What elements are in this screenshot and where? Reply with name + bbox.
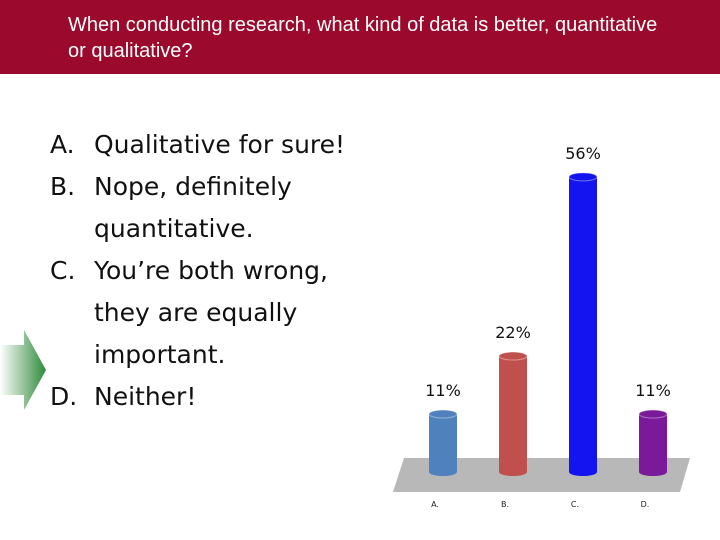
- value-label: 22%: [495, 323, 531, 342]
- option: B. Nope, definitely quantitative.: [50, 166, 370, 250]
- bar-top: [568, 172, 598, 182]
- value-label: 56%: [565, 144, 601, 163]
- option-text: Neither!: [94, 382, 197, 411]
- value-label: 11%: [425, 381, 461, 400]
- option-letter: D.: [50, 382, 78, 411]
- option-letter: B.: [50, 172, 76, 201]
- header-band: When conducting research, what kind of d…: [0, 0, 720, 74]
- slide-title: When conducting research, what kind of d…: [68, 14, 658, 62]
- bar: [499, 356, 527, 472]
- x-tick-label: C.: [571, 500, 579, 509]
- bar-top: [428, 409, 458, 419]
- bar: [429, 414, 457, 472]
- option-letter: C.: [50, 256, 76, 285]
- option-letter: A.: [50, 130, 75, 159]
- option-text: Qualitative for sure!: [94, 130, 346, 159]
- option: D. Neither!: [50, 376, 370, 418]
- option: A. Qualitative for sure!: [50, 124, 370, 166]
- bar-top: [638, 409, 668, 419]
- chart-floor: [393, 458, 690, 492]
- x-tick-label: B.: [501, 500, 509, 509]
- x-tick-label: A.: [431, 500, 439, 509]
- option-text: Nope, definitely quantitative.: [94, 172, 292, 243]
- option: C. You’re both wrong, they are equally im…: [50, 250, 370, 376]
- bar: [639, 414, 667, 472]
- value-label: 11%: [635, 381, 671, 400]
- bar-top: [498, 351, 528, 361]
- bar: [569, 176, 597, 472]
- option-list: A. Qualitative for sure! B. Nope, definitel…: [50, 124, 370, 418]
- x-tick-label: D.: [641, 500, 650, 509]
- option-text: You’re both wrong, they are equally impo…: [94, 256, 328, 369]
- pointer-arrow: [0, 330, 46, 410]
